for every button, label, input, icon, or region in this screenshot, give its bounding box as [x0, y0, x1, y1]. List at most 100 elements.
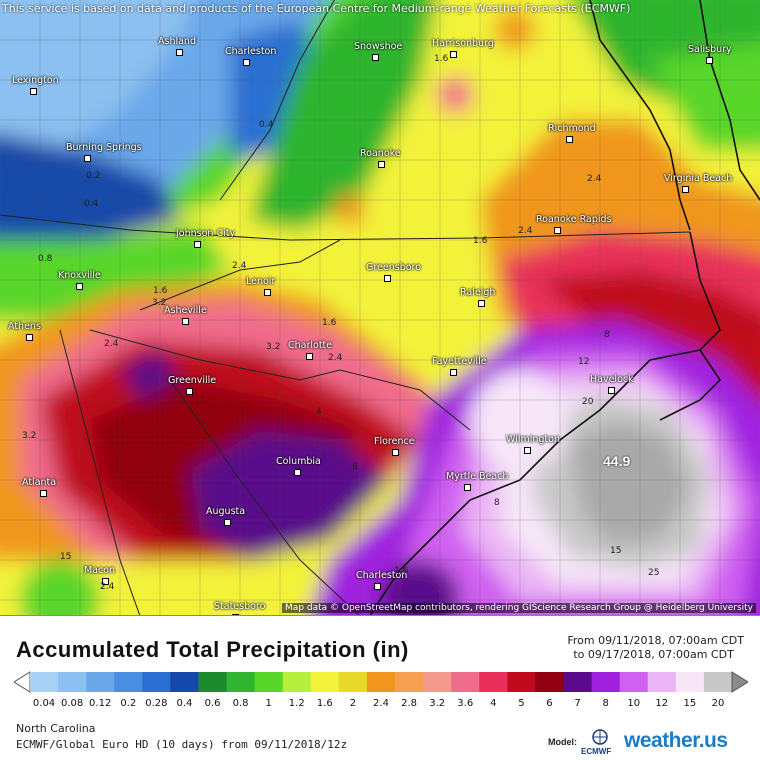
scale-swatch [226, 672, 256, 692]
city-marker [264, 289, 271, 296]
city-label: Greensboro [366, 262, 422, 273]
city-label: Snowshoe [354, 41, 403, 52]
scale-tick-label: 3.2 [429, 698, 446, 709]
city-label: Florence [374, 436, 415, 447]
city-label: Charleston [356, 570, 408, 581]
city-label: Roanoke [360, 148, 401, 159]
contour-label: 6 [352, 462, 358, 472]
ecmwf-logo-icon [592, 729, 608, 745]
scale-low-arrow [14, 671, 31, 693]
scale-tick-label: 0.4 [176, 698, 193, 709]
city-label: Ashland [158, 36, 196, 47]
scale-swatch [647, 672, 677, 692]
scale-swatch [563, 672, 593, 692]
city-label: Greenville [168, 375, 217, 386]
scale-tick-label: 1.6 [316, 698, 333, 709]
scale-tick-label: 4 [490, 698, 497, 709]
contour-label: 0.8 [38, 254, 53, 264]
scale-swatch [591, 672, 621, 692]
city-label: Atlanta [22, 477, 57, 488]
city-marker [450, 51, 457, 58]
city-label: Statesboro [214, 601, 266, 612]
ecmwf-logo-text: ECMWF [581, 747, 612, 756]
scale-swatch [170, 672, 199, 692]
contour-label: 2.4 [328, 353, 343, 363]
precipitation-map[interactable]: This service is based on data and produc… [0, 0, 760, 616]
city-marker [84, 155, 91, 162]
scale-high-arrow [731, 671, 748, 693]
contour-label: 2.4 [100, 582, 115, 592]
city-label: Virginia Beach [664, 173, 733, 184]
city-marker [243, 59, 250, 66]
scale-tick-label: 0.28 [145, 698, 168, 709]
contour-label: 20 [582, 397, 594, 407]
city-marker [374, 583, 381, 590]
contour-label: 0.4 [259, 120, 274, 130]
max-precip-label: 44.9 [603, 453, 631, 469]
scale-swatch [282, 672, 312, 692]
contour-label: 1.6 [394, 566, 409, 576]
region-name: North Carolina [16, 722, 96, 735]
city-label: Asheville [164, 305, 207, 316]
scale-tick-label: 3.6 [457, 698, 474, 709]
weather-us-logo[interactable]: weather.us [624, 729, 728, 752]
scale-swatch [479, 672, 508, 692]
city-label: Wilmington [506, 434, 560, 445]
scale-swatch [366, 672, 396, 692]
city-label: Knoxville [58, 270, 101, 281]
scale-swatch [114, 672, 143, 692]
model-label: Model: [548, 737, 577, 747]
contour-label: 1.6 [153, 286, 168, 296]
scale-tick-label: 0.12 [89, 698, 112, 709]
city-marker [102, 578, 109, 585]
city-marker [294, 469, 301, 476]
contour-label: 4 [316, 407, 322, 417]
city-label: Charlotte [288, 340, 333, 351]
scale-swatch [395, 672, 424, 692]
contour-label: 8 [604, 330, 610, 340]
ecmwf-notice: This service is based on data and produc… [2, 2, 631, 15]
scale-tick-label: 1 [265, 698, 272, 709]
map-attribution[interactable]: Map data © OpenStreetMap contributors, r… [282, 603, 756, 613]
city-label: Myrtle Beach [446, 471, 509, 482]
model-run-info: ECMWF/Global Euro HD (10 days) from 09/1… [16, 738, 348, 751]
contour-label: 0.4 [84, 199, 99, 209]
legend-title: Accumulated Total Precipitation (in) [16, 637, 409, 662]
contour-label: 12 [578, 357, 590, 367]
scale-swatch [254, 672, 284, 692]
city-marker [706, 57, 713, 64]
city-label: Burning Springs [66, 142, 142, 153]
scale-tick-label: 1.2 [288, 698, 305, 709]
city-marker [26, 334, 33, 341]
contour-label: 15 [610, 546, 622, 556]
scale-tick-label: 20 [711, 698, 725, 709]
scale-swatch [423, 672, 452, 692]
city-marker [232, 614, 239, 615]
scale-swatch [535, 672, 565, 692]
city-marker [40, 490, 47, 497]
contour-label: 2.4 [518, 226, 533, 236]
city-marker [224, 519, 231, 526]
contour-label: 2.4 [232, 261, 247, 271]
contour-label: 0.2 [86, 171, 101, 181]
city-label: Columbia [276, 456, 321, 467]
scale-swatch [198, 672, 228, 692]
city-marker [378, 161, 385, 168]
scale-tick-label: 10 [627, 698, 641, 709]
color-scale [14, 671, 748, 693]
scale-swatch [451, 672, 480, 692]
contour-label: 1.6 [473, 236, 488, 246]
date-range: From 09/11/2018, 07:00am CDT to 09/17/20… [567, 634, 744, 662]
city-marker [450, 369, 457, 376]
city-marker [76, 283, 83, 290]
city-marker [194, 241, 201, 248]
city-marker [464, 484, 471, 491]
scale-swatch [338, 672, 368, 692]
scale-swatch [507, 672, 536, 692]
city-label: Athens [8, 321, 41, 332]
scale-tick-label: 0.6 [204, 698, 221, 709]
contour-label: 3.2 [266, 342, 281, 352]
scale-tick-label: 5 [518, 698, 525, 709]
city-marker [182, 318, 189, 325]
contour-label: 15 [60, 552, 72, 562]
